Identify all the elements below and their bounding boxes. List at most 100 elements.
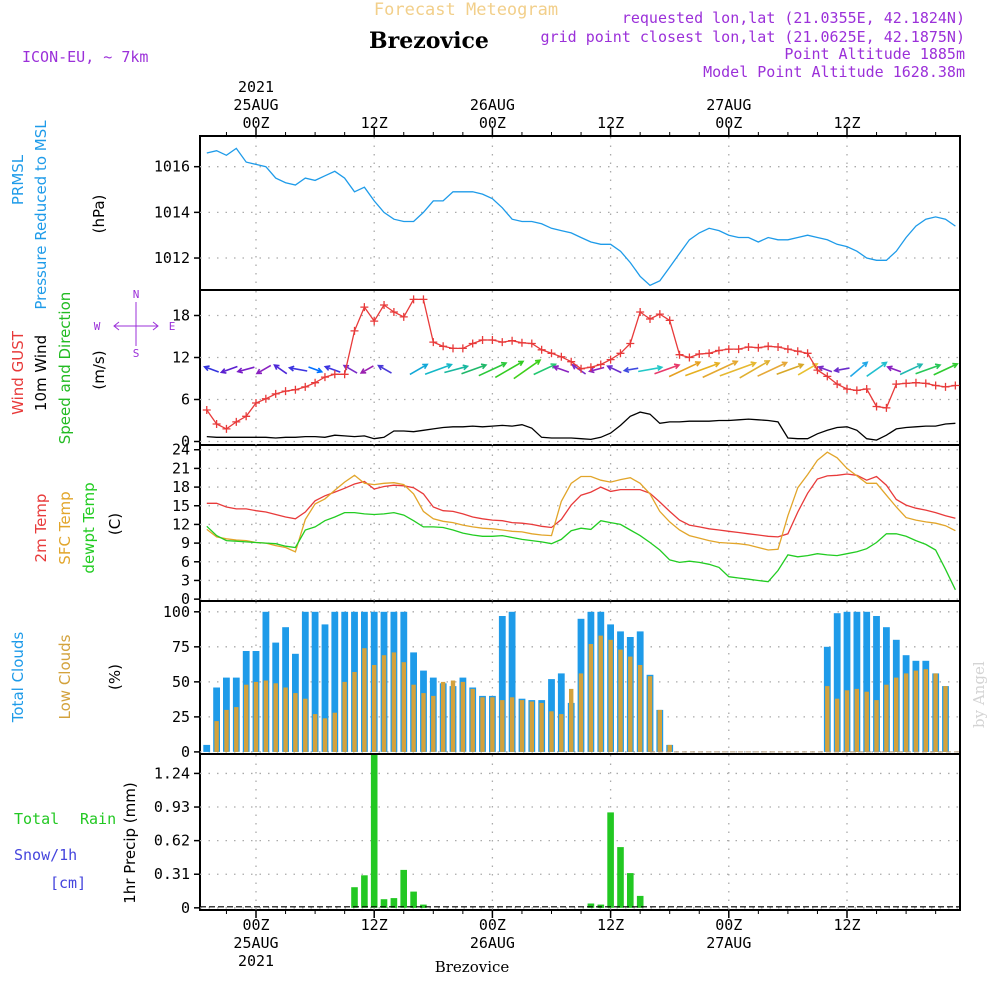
precip-plot [200, 755, 960, 908]
wind-direction-arrow-14 [461, 363, 488, 375]
gust-marker [823, 372, 832, 381]
ytick-label-4-2: 0.62 [154, 832, 190, 850]
total-cloud-bar-65 [843, 611, 851, 752]
ytick-label-4-3: 0.93 [154, 798, 190, 816]
gust-marker [705, 349, 714, 358]
gust-marker [222, 424, 231, 433]
gust-marker [271, 389, 280, 398]
low-cloud-bar-36 [559, 714, 564, 752]
low-cloud-bar-13 [332, 712, 337, 752]
footer-station: Brezovice [435, 958, 510, 976]
compass-south: S [133, 347, 140, 360]
gust-marker [774, 343, 783, 351]
low-cloud-bar-63 [825, 686, 830, 752]
low-cloud-bar-35 [549, 711, 554, 752]
wind-direction-arrow-35 [833, 366, 850, 374]
gust-marker [665, 316, 674, 325]
gust-marker [429, 338, 438, 347]
gust-marker [793, 347, 802, 356]
low-cloud-bar-39 [588, 644, 594, 752]
ytick-label-0-2: 1016 [154, 158, 190, 176]
low-cloud-bar-73 [923, 669, 928, 752]
wind-direction-arrow-37 [866, 361, 888, 377]
ytick-label-4-1: 0.31 [154, 865, 190, 883]
bottom-time-label: 12Z [833, 916, 860, 934]
wind-gust-label: Wind GUST [9, 330, 27, 415]
compass-north: N [133, 288, 140, 301]
gust-marker [252, 399, 260, 407]
gust-marker [449, 344, 457, 353]
low-cloud-bar-28 [480, 697, 485, 752]
compass-east: E [169, 320, 176, 333]
gust-marker [833, 380, 842, 389]
total-cloud-bar-0 [203, 744, 211, 752]
ytick-label-3-0: 0 [181, 743, 190, 761]
wind-direction-arrow-3 [255, 364, 272, 375]
low-cloud-bar-64 [834, 698, 840, 752]
rain-bar-43 [627, 873, 634, 908]
cloud-y-axis: 0 25 50 75 100 [163, 603, 200, 761]
bottom-date-label: 27AUG [706, 934, 751, 952]
low-cloud-bar-15 [352, 672, 357, 752]
rain-bar-42 [617, 847, 624, 908]
wind-direction-label: Speed and Direction [56, 292, 74, 445]
pressure-label-2: Pressure Reduced to MSL [32, 120, 50, 310]
ytick-label-1-1: 6 [181, 391, 190, 409]
total-cloud-bar-66 [853, 611, 861, 752]
gust-marker [714, 346, 723, 355]
low-cloud-bar-3 [234, 707, 239, 752]
pressure-y-axis: 1012 1014 1016 [154, 158, 200, 267]
wind-direction-arrow-2 [236, 366, 255, 374]
gust-marker [370, 317, 379, 326]
wind-direction-arrow-31 [757, 361, 789, 377]
gust-marker [754, 343, 763, 352]
low-cloud-bar-33 [529, 701, 534, 752]
gust-marker [242, 412, 251, 421]
low-cloud-bar-23 [431, 695, 436, 752]
low-cloud-bar-2 [224, 709, 229, 752]
point-altitude: Point Altitude 1885m [784, 45, 965, 63]
low-cloud-bar-24 [440, 681, 446, 752]
gust-marker [921, 379, 930, 388]
total-cloud-bar-12 [321, 624, 329, 752]
wind-direction-arrow-18 [533, 363, 558, 376]
ytick-label-0-1: 1014 [154, 203, 190, 221]
low-cloud-bar-25 [450, 680, 456, 752]
gust-marker [744, 343, 753, 351]
gust-marker [350, 326, 359, 335]
top-date-label: 27AUG [706, 96, 751, 114]
temp-plot [206, 451, 956, 591]
gust-marker [724, 345, 733, 354]
low-cloud-bar-75 [943, 686, 948, 752]
ytick-label-2-3: 9 [181, 534, 190, 552]
total-cloud-bar-31 [508, 611, 516, 752]
low-cloud-bar-37 [569, 688, 574, 752]
total-cloud-bar-67 [863, 611, 871, 752]
wind-direction-arrow-34 [817, 365, 833, 373]
ytick-label-2-8: 24 [172, 441, 190, 459]
low-cloud-bar-11 [312, 714, 318, 752]
bottom-time-label: 12Z [361, 916, 388, 934]
gust-marker [586, 363, 595, 372]
bottom-year-label: 2021 [238, 952, 274, 970]
gust-marker [616, 349, 625, 358]
top-time-label: 00Z [242, 114, 269, 132]
ytick-label-2-4: 12 [172, 515, 190, 533]
series-line-sfc-temp [206, 451, 956, 553]
gust-marker [675, 350, 684, 359]
ytick-label-3-4: 100 [163, 603, 190, 621]
gust-marker [764, 342, 773, 351]
low-cloud-bar-41 [608, 639, 613, 752]
wind-direction-arrow-6 [308, 366, 324, 374]
gust-marker [852, 386, 861, 395]
model-label: ICON-EU, ~ 7km [22, 48, 148, 66]
wind-direction-arrow-28 [702, 360, 739, 379]
top-year-label: 2021 [238, 78, 274, 96]
top-date-label: 26AUG [470, 96, 515, 114]
gust-marker [882, 403, 891, 412]
wind-direction-arrow-26 [668, 361, 702, 378]
low-cloud-bar-19 [391, 652, 397, 752]
gust-marker [626, 339, 635, 348]
